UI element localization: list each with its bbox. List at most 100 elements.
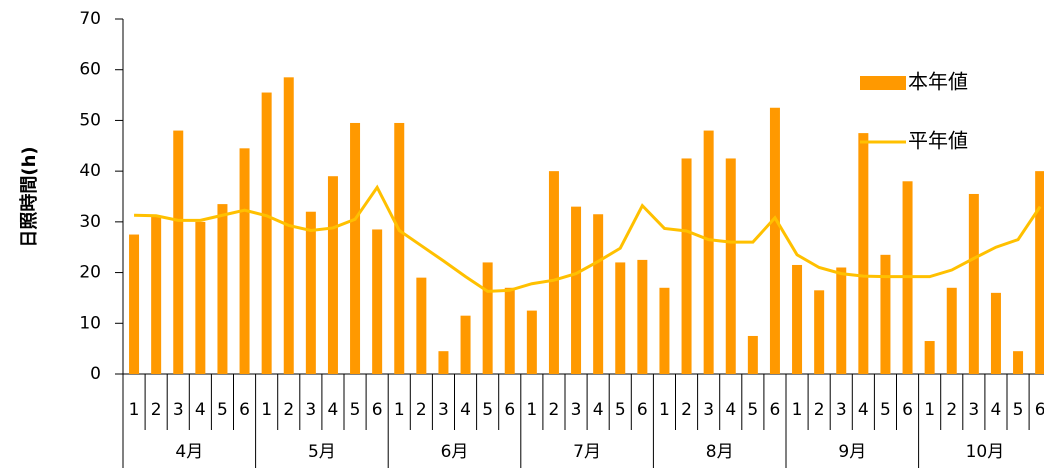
bar: [526, 310, 537, 374]
bar: [504, 287, 515, 374]
x-tick-label: 3: [703, 400, 714, 420]
x-group-label: 9月: [838, 442, 866, 462]
bar: [129, 234, 140, 374]
y-tick-label: 60: [79, 60, 101, 80]
x-group-label: 7月: [573, 442, 601, 462]
bar: [880, 254, 891, 374]
x-tick-label: 6: [902, 400, 913, 420]
x-tick-label: 6: [239, 400, 250, 420]
x-group-label: 6月: [441, 442, 469, 462]
x-tick-label: 4: [725, 400, 736, 420]
x-tick-label: 4: [858, 400, 869, 420]
bar: [924, 341, 935, 374]
bar: [792, 264, 803, 374]
x-tick-label: 2: [283, 400, 294, 420]
y-tick-label: 50: [79, 110, 101, 130]
bar: [1013, 351, 1024, 374]
y-tick-label: 30: [79, 212, 101, 232]
x-tick-label: 6: [372, 400, 383, 420]
bar: [327, 176, 338, 374]
bar: [460, 315, 471, 374]
bar: [416, 277, 427, 374]
bar: [305, 211, 316, 374]
bar: [968, 193, 979, 374]
y-tick-label: 10: [79, 313, 101, 333]
x-tick-label: 1: [129, 400, 140, 420]
y-tick-label: 0: [90, 364, 101, 384]
x-tick-label: 6: [504, 400, 515, 420]
bar: [195, 221, 206, 374]
bar: [438, 351, 449, 374]
bar: [703, 130, 714, 374]
bar: [990, 292, 1001, 374]
x-tick-label: 6: [1035, 400, 1044, 420]
x-tick-label: 4: [460, 400, 471, 420]
y-tick-label: 40: [79, 161, 101, 181]
bar: [659, 287, 670, 374]
x-tick-label: 3: [438, 400, 449, 420]
x-tick-label: 3: [571, 400, 582, 420]
x-tick-label: 1: [394, 400, 405, 420]
x-tick-label: 1: [924, 400, 935, 420]
bar: [261, 92, 272, 375]
x-tick-label: 1: [659, 400, 670, 420]
bar: [637, 259, 648, 374]
x-tick-label: 1: [792, 400, 803, 420]
x-tick-label: 2: [814, 400, 825, 420]
x-tick-label: 2: [151, 400, 162, 420]
bar: [571, 206, 582, 374]
bar: [836, 267, 847, 374]
x-tick-label: 1: [261, 400, 272, 420]
x-tick-label: 4: [593, 400, 604, 420]
x-group-label: 5月: [308, 442, 336, 462]
y-tick-label: 20: [79, 263, 101, 283]
bar: [725, 158, 736, 374]
x-tick-label: 3: [836, 400, 847, 420]
x-tick-label: 2: [946, 400, 957, 420]
x-tick-label: 2: [416, 400, 427, 420]
bar: [217, 204, 228, 374]
line: [134, 184, 1042, 293]
x-tick-label: 5: [880, 400, 891, 420]
x-tick-label: 2: [549, 400, 560, 420]
bar: [769, 107, 780, 374]
legend-label: 平年値: [908, 129, 968, 153]
x-tick-label: 5: [482, 400, 493, 420]
bar: [394, 122, 405, 374]
legend-swatch: [860, 76, 906, 90]
bar: [548, 171, 559, 374]
bar: [1035, 171, 1044, 374]
bar: [173, 130, 184, 374]
x-tick-label: 5: [1013, 400, 1024, 420]
x-tick-label: 3: [968, 400, 979, 420]
x-tick-label: 6: [637, 400, 648, 420]
x-tick-label: 5: [217, 400, 228, 420]
bar: [814, 290, 825, 374]
bar: [858, 133, 869, 374]
x-tick-label: 6: [770, 400, 781, 420]
x-group-label: 4月: [175, 442, 203, 462]
x-tick-label: 5: [747, 400, 758, 420]
y-axis-label: 日照時間(h): [19, 146, 40, 247]
bar: [946, 287, 957, 374]
x-tick-label: 3: [305, 400, 316, 420]
bar: [239, 148, 250, 374]
x-tick-label: 2: [681, 400, 692, 420]
x-group-label: 10月: [966, 442, 1005, 462]
legend-label: 本年値: [908, 70, 968, 94]
bar: [615, 262, 626, 374]
x-tick-label: 5: [350, 400, 361, 420]
x-group-label: 8月: [706, 442, 734, 462]
bar: [681, 158, 692, 374]
x-tick-label: 4: [195, 400, 206, 420]
bar: [482, 262, 493, 374]
bar: [747, 335, 758, 374]
x-tick-label: 5: [615, 400, 626, 420]
bar: [151, 216, 162, 374]
x-tick-label: 4: [328, 400, 339, 420]
x-tick-label: 1: [526, 400, 537, 420]
x-tick-label: 4: [991, 400, 1002, 420]
bar: [350, 122, 361, 374]
bar: [593, 214, 604, 374]
